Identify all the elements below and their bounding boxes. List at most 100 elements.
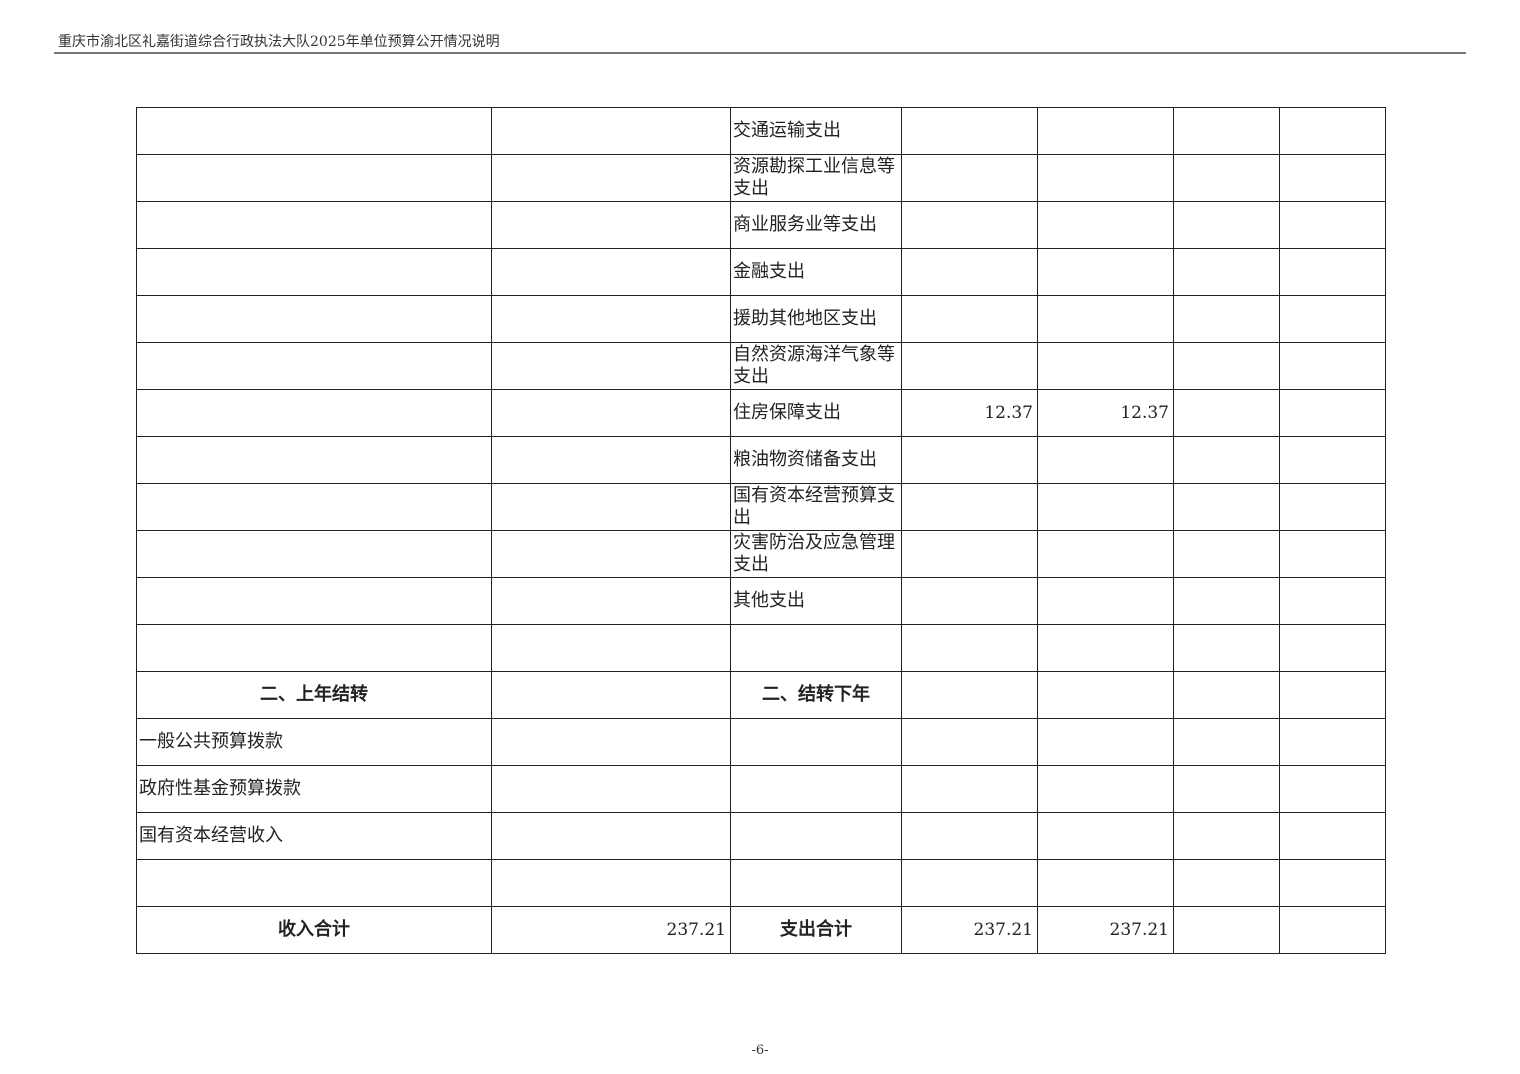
table-cell (1279, 624, 1386, 672)
table-cell: 国有资本经营预算支出 (730, 483, 902, 531)
table-cell (1173, 342, 1280, 390)
table-cell: 自然资源海洋气象等支出 (730, 342, 902, 390)
table-cell (491, 154, 731, 202)
table-cell (1173, 389, 1280, 437)
table-cell (136, 436, 492, 484)
table-cell (1279, 201, 1386, 249)
table-cell (491, 295, 731, 343)
table-row (136, 859, 1386, 907)
table-cell: 政府性基金预算拨款 (136, 765, 492, 813)
table-cell (491, 530, 731, 578)
table-cell (1173, 483, 1280, 531)
table-row: 援助其他地区支出 (136, 295, 1386, 343)
table-cell (136, 859, 492, 907)
table-row: 粮油物资储备支出 (136, 436, 1386, 484)
table-cell: 支出合计 (730, 906, 902, 954)
table-cell (1037, 812, 1174, 860)
table-cell (901, 483, 1038, 531)
table-cell: 237.21 (491, 906, 731, 954)
table-cell (1037, 154, 1174, 202)
table-cell (1279, 906, 1386, 954)
table-cell (1173, 906, 1280, 954)
table-cell: 粮油物资储备支出 (730, 436, 902, 484)
table-cell (1037, 859, 1174, 907)
table-cell (1037, 201, 1174, 249)
table-row: 国有资本经营预算支出 (136, 483, 1386, 531)
table-row: 收入合计 237.21 支出合计 237.21 237.21 (136, 906, 1386, 954)
table-cell: 金融支出 (730, 248, 902, 296)
table-cell (901, 530, 1038, 578)
table-cell (1279, 530, 1386, 578)
budget-table: 交通运输支出 资源勘探工业信息等支出 商业服务业等支出 金融支出 援助其他地区支出 自然资… (136, 107, 1386, 954)
table-cell: 灾害防治及应急管理支出 (730, 530, 902, 578)
document-header-title: 重庆市渝北区礼嘉街道综合行政执法大队2025年单位预算公开情况说明 (58, 34, 500, 50)
table-row: 政府性基金预算拨款 (136, 765, 1386, 813)
table-cell: 237.21 (1037, 906, 1174, 954)
table-cell: 一般公共预算拨款 (136, 718, 492, 766)
table-row: 自然资源海洋气象等支出 (136, 342, 1386, 390)
table-cell (1279, 295, 1386, 343)
table-cell (901, 624, 1038, 672)
table-cell (1173, 859, 1280, 907)
table-row: 资源勘探工业信息等支出 (136, 154, 1386, 202)
table-cell (1037, 671, 1174, 719)
table-cell (1279, 671, 1386, 719)
table-cell (901, 201, 1038, 249)
table-cell (491, 342, 731, 390)
page-number: -6- (751, 1043, 769, 1058)
table-cell (491, 859, 731, 907)
table-row: 金融支出 (136, 248, 1386, 296)
table-row: 其他支出 (136, 577, 1386, 625)
table-cell (1173, 248, 1280, 296)
table-cell (901, 295, 1038, 343)
table-cell: 援助其他地区支出 (730, 295, 902, 343)
table-cell (1173, 718, 1280, 766)
table-cell (1279, 436, 1386, 484)
table-cell (136, 107, 492, 155)
table-row: 一般公共预算拨款 (136, 718, 1386, 766)
table-cell (730, 765, 902, 813)
table-cell (1279, 765, 1386, 813)
table-cell (1037, 342, 1174, 390)
table-cell (136, 530, 492, 578)
table-cell (901, 765, 1038, 813)
table-cell (901, 154, 1038, 202)
table-cell (1279, 107, 1386, 155)
table-cell (491, 624, 731, 672)
table-row (136, 624, 1386, 672)
table-cell (136, 577, 492, 625)
table-cell: 商业服务业等支出 (730, 201, 902, 249)
table-cell (136, 342, 492, 390)
table-cell (1173, 624, 1280, 672)
table-row: 商业服务业等支出 (136, 201, 1386, 249)
table-cell (491, 671, 731, 719)
table-cell (1279, 389, 1386, 437)
table-cell (730, 624, 902, 672)
table-cell: 二、结转下年 (730, 671, 902, 719)
table-cell (901, 577, 1038, 625)
table-cell (1037, 436, 1174, 484)
table-cell (1173, 671, 1280, 719)
table-cell (901, 859, 1038, 907)
table-cell (1173, 812, 1280, 860)
table-cell (491, 248, 731, 296)
table-cell (901, 671, 1038, 719)
table-cell (1279, 859, 1386, 907)
table-cell (1279, 812, 1386, 860)
table-cell (491, 765, 731, 813)
table-cell (136, 624, 492, 672)
table-cell (491, 577, 731, 625)
table-cell (491, 436, 731, 484)
table-cell: 其他支出 (730, 577, 902, 625)
header-divider (54, 52, 1466, 54)
table-cell (901, 436, 1038, 484)
table-cell (491, 201, 731, 249)
table-cell (1279, 577, 1386, 625)
table-cell (136, 295, 492, 343)
table-cell (1037, 718, 1174, 766)
table-cell (1173, 295, 1280, 343)
table-cell: 住房保障支出 (730, 389, 902, 437)
table-cell: 收入合计 (136, 906, 492, 954)
table-cell (1037, 577, 1174, 625)
table-cell (901, 248, 1038, 296)
